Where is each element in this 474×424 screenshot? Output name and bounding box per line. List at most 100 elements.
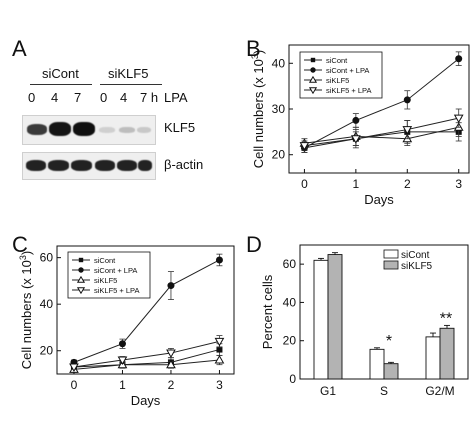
legend-label: siCont [326, 56, 348, 65]
panel-letter-c: C [12, 232, 28, 257]
row-label-actin: β-actin [164, 157, 204, 172]
data-point [453, 114, 464, 124]
data-point [214, 337, 225, 347]
y-tick-label: 60 [40, 251, 54, 265]
x-tick-label: 1 [353, 177, 360, 191]
series-line [304, 131, 459, 149]
x-tick-label: 0 [301, 177, 308, 191]
actin-band-3 [71, 160, 92, 171]
treatment-label: LPA [164, 90, 188, 105]
legend-label: siCont [94, 256, 116, 265]
data-point [352, 116, 360, 124]
actin-band-5 [117, 160, 137, 171]
series-line [73, 359, 220, 370]
x-axis-label: Days [364, 192, 394, 207]
x-tick-label: S [380, 384, 388, 398]
data-point [216, 346, 223, 353]
y-axis-label: Cell numbers (x 103) [250, 50, 266, 168]
significance-mark: ** [440, 310, 452, 327]
bar [369, 348, 385, 380]
group-label-siklf5: siKLF5 [108, 66, 149, 81]
y-tick-label: 0 [289, 372, 296, 386]
bar [425, 336, 441, 380]
legend-marker [78, 267, 84, 273]
x-tick-label: 1 [119, 378, 126, 392]
data-point [455, 55, 463, 63]
legend-swatch [383, 260, 399, 270]
series-sicont-lpa [70, 253, 223, 366]
klf5-band-6 [137, 127, 151, 133]
data-point [69, 363, 79, 373]
legend-marker [310, 57, 316, 63]
actin-band-6 [138, 160, 152, 171]
legend-label: siKLF5 + LPA [326, 86, 372, 95]
y-axis-label-close: ) [251, 50, 266, 54]
legend-label: siKLF5 [326, 76, 349, 85]
y-tick-label: 20 [272, 148, 286, 162]
bar [383, 363, 399, 380]
y-axis-label-close: ) [19, 251, 34, 255]
legend-label: siKLF5 [401, 261, 433, 272]
lane-label-5: 4 [120, 90, 128, 105]
actin-band-2 [48, 160, 69, 171]
y-axis-label-sup: 3 [18, 255, 28, 260]
data-point [166, 359, 176, 369]
data-point [166, 349, 176, 359]
series-line [73, 259, 220, 363]
panel-letter-d: D [246, 232, 262, 257]
plot-frame [56, 245, 235, 375]
legend-label: siCont + LPA [94, 266, 137, 275]
y-axis-label-main: Cell numbers (x 10 [19, 260, 34, 369]
legend-marker [78, 257, 84, 263]
series-line [304, 58, 460, 149]
actin-band-4 [95, 160, 115, 171]
x-tick-label: 2 [404, 177, 411, 191]
data-point [402, 126, 413, 135]
legend-label: siCont [401, 250, 430, 261]
legend-label: siCont + LPA [326, 66, 369, 75]
series-siklf5-lpa [69, 335, 225, 373]
klf5-band-4 [99, 127, 115, 133]
series-line [73, 340, 220, 368]
lane-label-6: 7 h [140, 90, 159, 105]
group-underline-right [100, 84, 162, 85]
data-point [350, 135, 361, 144]
legend-marker [308, 87, 318, 95]
data-point [214, 355, 225, 364]
data-point [117, 356, 128, 366]
panel-letter-b: B [246, 36, 261, 61]
chart-d: 0 20 40 60 Percent cells G1 S * G2/M ** siContsiKL… [260, 244, 469, 398]
data-point [118, 340, 126, 348]
actin-band-1 [26, 160, 46, 171]
legend-swatch [383, 249, 399, 259]
lane-label-3: 7 [74, 90, 82, 105]
klf5-band-5 [119, 127, 135, 133]
legend-label: siKLF5 + LPA [94, 286, 140, 295]
x-tick-label: 0 [71, 378, 78, 392]
x-axis-label: Days [131, 393, 161, 408]
series-line [304, 126, 459, 144]
y-tick-label: 20 [283, 334, 297, 348]
lane-label-2: 4 [51, 90, 59, 105]
significance-mark: * [386, 333, 392, 350]
legend-marker [310, 67, 316, 73]
x-tick-label: G2/M [425, 384, 454, 398]
lane-label-4: 0 [100, 90, 108, 105]
y-axis-label: Percent cells [260, 274, 275, 349]
x-tick-label: G1 [320, 384, 336, 398]
bar [313, 259, 329, 380]
y-axis-label: Cell numbers (x 103) [18, 251, 34, 369]
actin-blot [22, 152, 156, 180]
klf5-band-3 [73, 122, 95, 136]
y-tick-label: 40 [272, 56, 286, 70]
klf5-band-2 [49, 122, 71, 136]
klf5-band-1 [27, 124, 47, 135]
x-tick-label: 2 [168, 378, 175, 392]
data-point [215, 256, 223, 264]
legend-marker [76, 287, 86, 295]
legend-marker [76, 275, 86, 283]
